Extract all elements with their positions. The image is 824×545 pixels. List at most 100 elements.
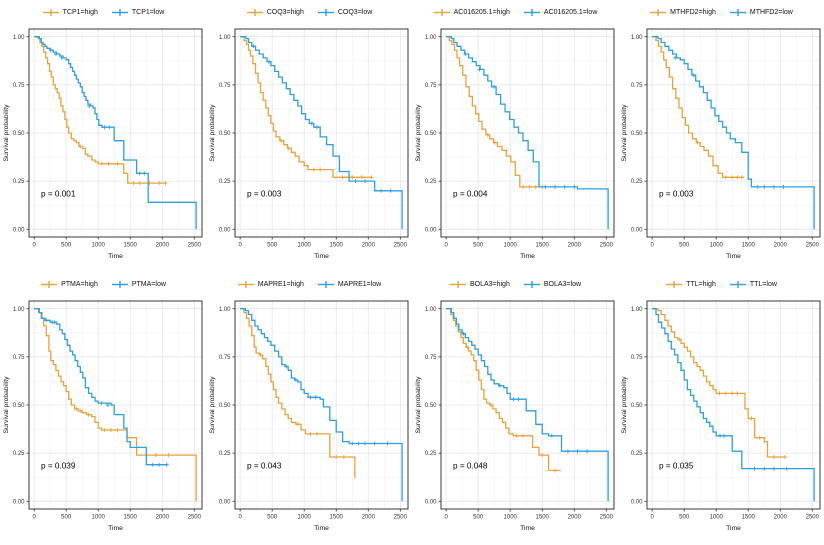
censor-mark: [267, 59, 271, 64]
legend-label: PTMA=low: [131, 280, 166, 288]
censor-mark: [723, 175, 728, 180]
censor-mark: [553, 468, 558, 473]
censor-mark: [477, 67, 482, 72]
censor-mark: [340, 175, 345, 180]
y-tick-label: 0.00: [425, 499, 437, 505]
survival-curve-low: [34, 36, 197, 230]
censor-mark: [102, 125, 107, 130]
p-value-label: p = 0.035: [659, 462, 694, 471]
x-tick-label: 0: [32, 243, 36, 249]
y-tick-label: 0.00: [425, 227, 437, 233]
p-value-label: p = 0.004: [453, 190, 488, 199]
y-tick-label: 0.00: [13, 227, 25, 233]
km-panel-COQ3: COQ3=high COQ3=low 0 500 1000 1500 2000 2500 0.0…: [206, 0, 412, 272]
legend-key-low-icon: [111, 280, 128, 288]
legend-key-low-icon: [523, 280, 540, 288]
censor-mark: [695, 140, 700, 145]
censor-mark: [166, 453, 171, 458]
censor-mark: [363, 441, 368, 446]
censor-mark: [102, 428, 107, 432]
censor-mark: [107, 125, 112, 130]
x-tick-label: 2500: [188, 243, 202, 249]
censor-mark: [757, 435, 762, 440]
censor-mark: [115, 428, 120, 432]
censor-mark: [735, 391, 740, 396]
x-tick-label: 500: [473, 515, 484, 521]
censor-mark: [533, 184, 538, 189]
censor-mark: [771, 466, 776, 471]
km-plot-COQ3: 0 500 1000 1500 2000 2500 0.00 0.25 0.50 0.75 1.00…: [209, 28, 409, 260]
x-axis-label: Time: [108, 253, 123, 260]
censor-mark: [752, 466, 757, 471]
censor-mark: [137, 171, 142, 176]
censor-mark: [284, 364, 289, 369]
censor-mark: [691, 73, 696, 78]
legend-key-high-icon: [449, 280, 466, 288]
x-tick-label: 0: [650, 515, 654, 521]
x-tick-label: 0: [238, 515, 242, 521]
x-tick-label: 1000: [710, 515, 724, 521]
censor-mark: [553, 184, 558, 189]
censor-mark: [492, 140, 497, 145]
censor-mark: [717, 391, 722, 396]
x-tick-label: 2000: [568, 243, 582, 249]
legend-key-low-icon: [729, 8, 746, 16]
legend-item-low: MTHFD2=low: [729, 8, 793, 17]
censor-mark: [78, 144, 83, 149]
y-axis-label: Survival probability: [3, 104, 10, 162]
km-plot-MAPRE1: 0 500 1000 1500 2000 2500 0.00 0.25 0.50 0.75 1.00…: [209, 300, 409, 532]
km-panel-MTHFD2: MTHFD2=high MTHFD2=low 0 500 1000 1500 2000 250…: [618, 0, 824, 272]
y-tick-label: 0.00: [219, 499, 231, 505]
survival-curve-low: [446, 308, 609, 502]
y-tick-label: 0.00: [219, 227, 231, 233]
censor-mark: [514, 433, 519, 438]
censor-mark: [105, 403, 110, 407]
survival-curve-low: [240, 36, 403, 230]
censor-mark: [78, 408, 83, 413]
y-tick-label: 0.50: [13, 131, 25, 137]
censor-mark: [730, 175, 735, 180]
km-panel-BOLA3: BOLA3=high BOLA3=low 0 500 1000 1500 2000 2500 0…: [412, 272, 618, 544]
y-axis-label: Survival probability: [415, 376, 422, 434]
legend-label: AC016205.1=low: [543, 8, 598, 16]
legend: MTHFD2=high MTHFD2=low: [618, 0, 824, 24]
y-tick-label: 0.25: [13, 179, 25, 185]
x-tick-label: 500: [61, 515, 72, 521]
censor-mark: [465, 345, 470, 350]
censor-mark: [315, 125, 319, 130]
censor-mark: [279, 138, 284, 143]
legend-item-high: MTHFD2=high: [649, 8, 716, 17]
y-tick-label: 0.25: [219, 179, 231, 185]
censor-mark: [385, 441, 390, 446]
legend-item-high: TTL=high: [665, 280, 716, 289]
x-tick-label: 2500: [806, 243, 820, 249]
legend-label: TCP1=high: [62, 8, 98, 16]
km-plot-BOLA3: 0 500 1000 1500 2000 2500 0.00 0.25 0.50 0.75 1.00…: [415, 300, 615, 532]
censor-mark: [142, 171, 147, 176]
x-tick-label: 500: [473, 243, 484, 249]
censor-mark: [572, 184, 577, 189]
y-tick-label: 0.50: [219, 131, 231, 137]
legend: TCP1=high TCP1=low: [0, 0, 206, 24]
y-tick-label: 0.50: [631, 131, 643, 137]
y-tick-label: 1.00: [13, 307, 25, 313]
x-tick-label: 1500: [742, 515, 756, 521]
x-tick-label: 2000: [774, 515, 788, 521]
censor-mark: [521, 433, 525, 438]
censor-mark: [313, 395, 318, 400]
censor-mark: [749, 416, 754, 421]
censor-mark: [369, 175, 374, 180]
x-tick-label: 2500: [600, 515, 614, 521]
x-tick-label: 0: [238, 243, 242, 249]
x-tick-label: 1500: [742, 243, 756, 249]
censor-mark: [784, 466, 789, 471]
legend-key-high-icon: [237, 280, 254, 288]
y-tick-label: 1.00: [425, 307, 437, 313]
censor-mark: [341, 455, 346, 459]
censor-mark: [762, 184, 767, 189]
x-tick-label: 0: [444, 515, 448, 521]
y-tick-label: 0.25: [425, 179, 437, 185]
y-tick-label: 1.00: [425, 35, 437, 41]
legend-key-high-icon: [433, 8, 450, 16]
legend-item-high: MAPRE1=high: [237, 280, 304, 289]
